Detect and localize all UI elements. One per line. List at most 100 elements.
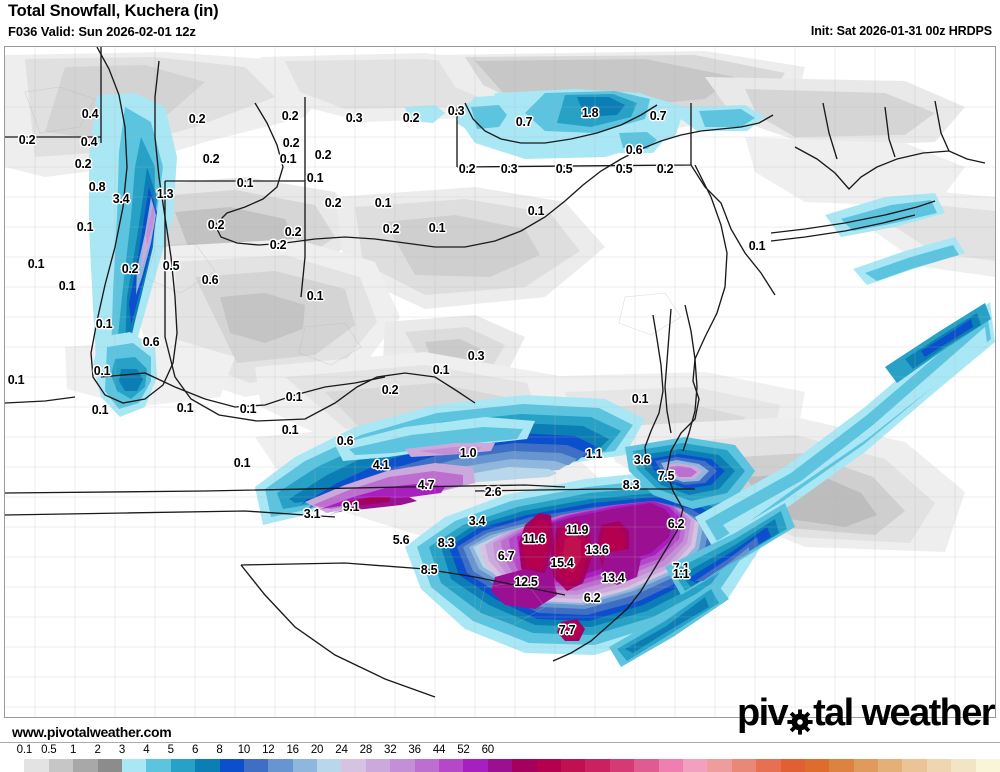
colorbar-swatch <box>365 759 391 772</box>
colorbar-swatch <box>707 759 732 772</box>
logo-text-part2: tal weather <box>813 692 996 734</box>
snowfall-value-label: 0.1 <box>7 373 25 387</box>
colorbar-tick-label: 20 <box>310 744 324 756</box>
colorbar-swatch <box>634 759 659 772</box>
colorbar-swatch <box>414 759 440 772</box>
snowfall-value-label: 0.1 <box>58 279 76 293</box>
colorbar-tick-label: 0.1 <box>16 744 33 756</box>
snowfall-value-label: 0.1 <box>374 196 392 210</box>
map-inner-borders <box>5 396 76 404</box>
snowfall-value-label: 0.2 <box>402 111 420 125</box>
snowfall-value-label: 0.1 <box>27 257 45 271</box>
colorbar[interactable]: 0.1 0.5 1 2 3 4 5 6 8 10 12 16 20 24 28 32 36 44 52 60 <box>0 744 1000 772</box>
snowfall-value-label: 0.1 <box>93 364 111 378</box>
snow-core-carolinas <box>405 471 765 655</box>
colorbar-tick-label: 6 <box>192 744 199 756</box>
colorbar-swatch <box>731 759 757 772</box>
snowfall-value-label: 0.1 <box>91 403 109 417</box>
colorbar-swatch <box>0 759 25 772</box>
colorbar-swatch <box>658 759 683 772</box>
snowfall-value-label: 0.3 <box>447 104 465 118</box>
colorbar-tick-label: 32 <box>384 744 397 756</box>
colorbar-swatch <box>560 759 586 772</box>
colorbar-swatch <box>170 759 196 772</box>
snowfall-value-label: 0.6 <box>625 143 643 157</box>
snowfall-value-label: 0.1 <box>239 402 257 416</box>
snowfall-value-label: 0.2 <box>381 383 399 397</box>
snowfall-value-label: 1.1 <box>585 447 603 461</box>
snowfall-value-label: 1.8 <box>581 106 599 120</box>
colorbar-swatch <box>219 759 244 772</box>
colorbar-tick-label: 1 <box>70 744 77 756</box>
snowfall-value-label: 0.1 <box>631 392 649 406</box>
colorbar-swatch <box>804 759 830 772</box>
snowfall-value-label: 0.4 <box>80 135 98 149</box>
snow-band-offshore <box>609 193 995 667</box>
snowfall-value-label: 0.7 <box>649 109 667 123</box>
snowfall-value-label: 0.8 <box>88 180 106 194</box>
snow-lobe-delmarva <box>625 437 755 509</box>
colorbar-swatch <box>341 759 366 772</box>
colorbar-tick-label: 28 <box>359 744 373 756</box>
snowfall-value-label: 9.1 <box>342 500 360 514</box>
snowfall-value-label: 6.2 <box>583 591 601 605</box>
snowfall-value-label: 0.2 <box>202 152 220 166</box>
snowfall-value-label: 3.4 <box>468 514 486 528</box>
colorbar-swatch <box>926 759 952 772</box>
snowfall-value-label: 0.2 <box>18 133 36 147</box>
snowfall-value-label: 0.2 <box>458 162 476 176</box>
colorbar-swatch <box>121 759 147 772</box>
snowfall-value-label: 0.1 <box>76 220 94 234</box>
colorbar-swatch <box>317 759 342 772</box>
colorbar-ticks: 0.1 0.5 1 2 3 4 5 6 8 10 12 16 20 24 28 32 36 44 52 60 <box>0 744 1000 758</box>
logo-text-part1: piv <box>736 692 789 734</box>
county-boundaries <box>5 47 995 717</box>
colorbar-tick-label: 60 <box>481 744 495 756</box>
snowfall-value-label: 0.2 <box>284 225 302 239</box>
colorbar-tick-label: 3 <box>118 744 126 756</box>
state-boundaries <box>5 47 986 698</box>
colorbar-swatch <box>829 759 854 772</box>
map-canvas[interactable]: 0.4 0.2 0.4 0.2 0.2 0.3 0.2 0.3 0.7 1.8 0.7 0.2 0.1 0… <box>4 46 996 718</box>
colorbar-swatch <box>878 759 903 772</box>
snowfall-value-label: 8.3 <box>437 536 455 550</box>
snowfall-value-label: 11.9 <box>565 523 589 537</box>
snowfall-value-label: 0.1 <box>432 363 450 377</box>
colorbar-swatch <box>195 759 220 772</box>
colorbar-tick-label: 12 <box>262 744 275 756</box>
colorbar-swatches <box>0 759 1000 772</box>
snowfall-value-label: 3.6 <box>633 453 651 467</box>
snowfall-value-label: 0.1 <box>236 176 254 190</box>
init-time-label: Init: Sat 2026-01-31 00z HRDPS <box>810 24 992 38</box>
snowfall-value-label: 0.2 <box>282 136 300 150</box>
snowfall-value-label: 0.2 <box>207 218 225 232</box>
snowfall-value-label: 7.5 <box>657 469 675 483</box>
colorbar-tick-label: 8 <box>216 744 223 756</box>
snowfall-value-label: 0.2 <box>281 109 299 123</box>
colorbar-swatch <box>902 759 927 772</box>
snow-band-appalachian <box>255 395 645 525</box>
colorbar-tick-label: 44 <box>432 744 446 756</box>
snowfall-value-label: 0.1 <box>281 423 299 437</box>
snowfall-value-label: 3.1 <box>303 507 321 521</box>
snowfall-value-label: 0.1 <box>279 152 297 166</box>
snowfall-value-label: 0.4 <box>81 107 99 121</box>
colorbar-swatch <box>780 759 805 772</box>
valid-time-label: F036 Valid: Sun 2026-02-01 12z <box>8 24 196 39</box>
snowfall-value-label: 0.2 <box>314 148 332 162</box>
colorbar-swatch <box>682 759 708 772</box>
colorbar-swatch <box>146 759 171 772</box>
pivotal-weather-logo: piv ta <box>736 692 996 735</box>
colorbar-tick-label: 4 <box>143 744 150 756</box>
snowfall-value-label: 1.1 <box>672 567 690 581</box>
snowfall-value-label: 11.6 <box>522 532 546 546</box>
snowfall-value-label: 0.2 <box>121 262 139 276</box>
colorbar-tick-label: 0.5 <box>41 744 57 756</box>
snowfall-value-label: 0.6 <box>142 335 160 349</box>
colorbar-swatch <box>585 759 610 772</box>
snowfall-value-label: 7.1 <box>672 561 690 575</box>
snowfall-value-label: 5.6 <box>392 533 410 547</box>
snowfall-value-label: 12.5 <box>514 575 538 589</box>
snowfall-value-label: 0.2 <box>656 162 674 176</box>
